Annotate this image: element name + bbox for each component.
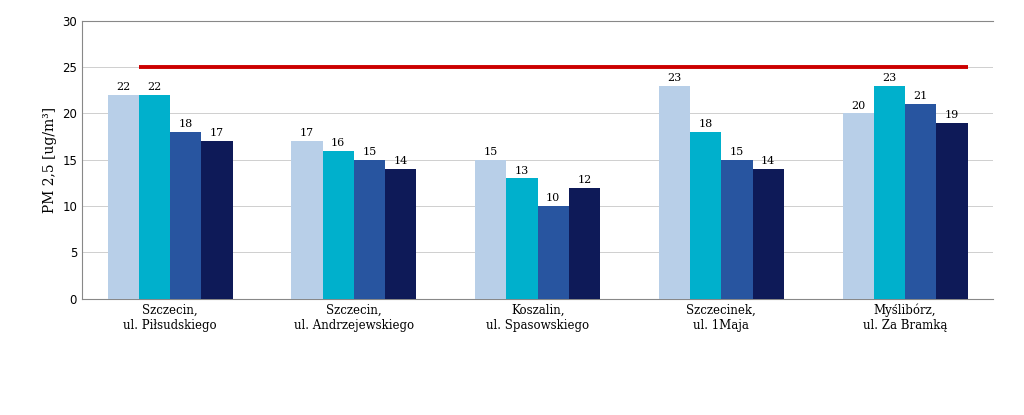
Text: 17: 17 (210, 129, 224, 139)
Text: 19: 19 (945, 110, 959, 120)
Text: 15: 15 (483, 147, 498, 157)
Text: 15: 15 (730, 147, 744, 157)
Text: 22: 22 (116, 82, 130, 92)
Text: 15: 15 (362, 147, 377, 157)
Text: 22: 22 (147, 82, 162, 92)
Text: 14: 14 (393, 156, 408, 166)
Bar (385, 169, 417, 299)
Bar (139, 95, 170, 299)
Bar (658, 85, 690, 299)
Bar (569, 188, 600, 299)
Bar (538, 206, 569, 299)
Text: 17: 17 (300, 129, 314, 139)
Text: 16: 16 (331, 138, 345, 148)
Bar (753, 169, 783, 299)
Bar (506, 178, 538, 299)
Bar (202, 141, 232, 299)
Text: 12: 12 (578, 175, 592, 185)
Bar (721, 160, 753, 299)
Bar (690, 132, 721, 299)
Bar (475, 160, 506, 299)
Bar (873, 85, 905, 299)
Bar (323, 151, 354, 299)
Bar (843, 113, 873, 299)
Bar (292, 141, 323, 299)
Y-axis label: PM 2,5 [ug/m³]: PM 2,5 [ug/m³] (43, 107, 56, 213)
Text: 23: 23 (883, 73, 897, 83)
Bar (905, 104, 936, 299)
Bar (170, 132, 202, 299)
Text: 14: 14 (761, 156, 775, 166)
Text: 21: 21 (913, 91, 928, 101)
Text: 18: 18 (698, 119, 713, 129)
Text: 13: 13 (515, 166, 529, 176)
Bar (354, 160, 385, 299)
Bar (936, 123, 968, 299)
Bar (108, 95, 139, 299)
Text: 10: 10 (546, 193, 560, 203)
Text: 23: 23 (668, 73, 682, 83)
Text: 18: 18 (178, 119, 193, 129)
Text: 20: 20 (851, 101, 865, 111)
